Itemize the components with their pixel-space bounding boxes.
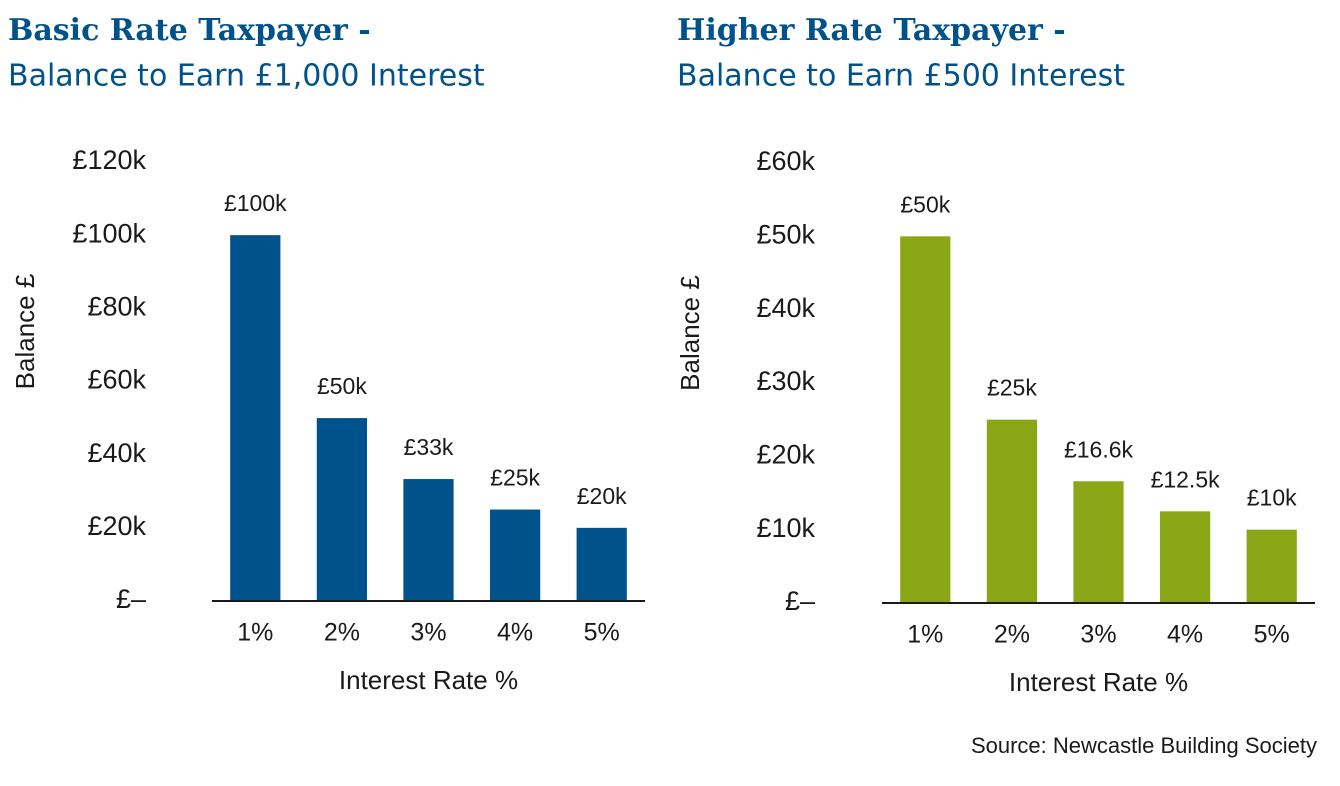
value-label: £12.5k (1151, 466, 1221, 492)
value-label: £100k (224, 190, 287, 216)
y-tick-label: £60k (756, 146, 815, 176)
y-tick-label: £100k (72, 218, 146, 248)
y-tick-label: £10k (756, 513, 815, 543)
source: Source: Newcastle Building Society (971, 733, 1317, 758)
y-tick-label: £80k (87, 291, 146, 321)
x-tick-label: 1% (237, 619, 273, 647)
value-label: £33k (404, 434, 454, 460)
y-axis-label: Balance £ (10, 273, 40, 389)
bar (1159, 511, 1211, 603)
bar (900, 236, 951, 604)
x-axis-label: Interest Rate % (1009, 667, 1188, 697)
bar (1073, 481, 1124, 603)
value-label: £50k (900, 191, 950, 217)
y-tick-label: £20k (87, 511, 146, 541)
x-tick-label: 3% (1080, 621, 1116, 649)
value-label: £16.6k (1064, 436, 1134, 462)
value-label: £50k (317, 373, 367, 399)
x-tick-label: 4% (497, 619, 533, 647)
y-tick-label: £20k (756, 439, 815, 469)
chart-subtitle: Balance to Earn £500 Interest (677, 59, 1125, 94)
value-label: £20k (577, 483, 627, 509)
x-tick-label: 5% (1254, 621, 1290, 649)
chart-title: Higher Rate Taxpayer - (677, 13, 1066, 48)
bar (489, 509, 541, 601)
y-tick-label: £50k (756, 219, 815, 249)
x-tick-label: 2% (324, 619, 360, 647)
x-tick-label: 2% (994, 621, 1030, 649)
y-tick-label: £120k (72, 145, 146, 175)
bar (1246, 529, 1297, 603)
y-axis-label: Balance £ (675, 275, 705, 391)
x-tick-label: 1% (907, 621, 943, 649)
y-tick-label: £40k (756, 293, 815, 323)
value-label: £25k (490, 465, 540, 491)
y-tick-label: £60k (87, 365, 146, 395)
bar (403, 479, 454, 601)
x-tick-label: 3% (410, 619, 446, 647)
value-label: £25k (987, 375, 1037, 401)
bar (986, 419, 1038, 603)
bar (576, 527, 627, 601)
y-tick-label: £30k (756, 366, 815, 396)
chart-title: Basic Rate Taxpayer - (8, 13, 371, 48)
x-axis-label: Interest Rate % (339, 665, 518, 695)
value-label: £10k (1247, 485, 1297, 511)
chart-subtitle: Balance to Earn £1,000 Interest (8, 59, 485, 94)
y-tick-label: £40k (87, 438, 146, 468)
y-tick-label: £– (116, 584, 146, 614)
x-tick-label: 4% (1167, 621, 1203, 649)
bar (316, 418, 368, 601)
x-tick-label: 5% (584, 619, 620, 647)
bar (230, 235, 281, 601)
y-tick-label: £– (785, 586, 815, 616)
